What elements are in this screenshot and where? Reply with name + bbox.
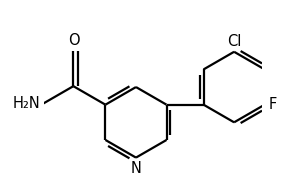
Text: O: O xyxy=(68,34,80,48)
Text: F: F xyxy=(268,97,277,112)
Text: Cl: Cl xyxy=(227,34,241,49)
Text: N: N xyxy=(131,161,141,176)
Text: H₂N: H₂N xyxy=(12,96,40,111)
